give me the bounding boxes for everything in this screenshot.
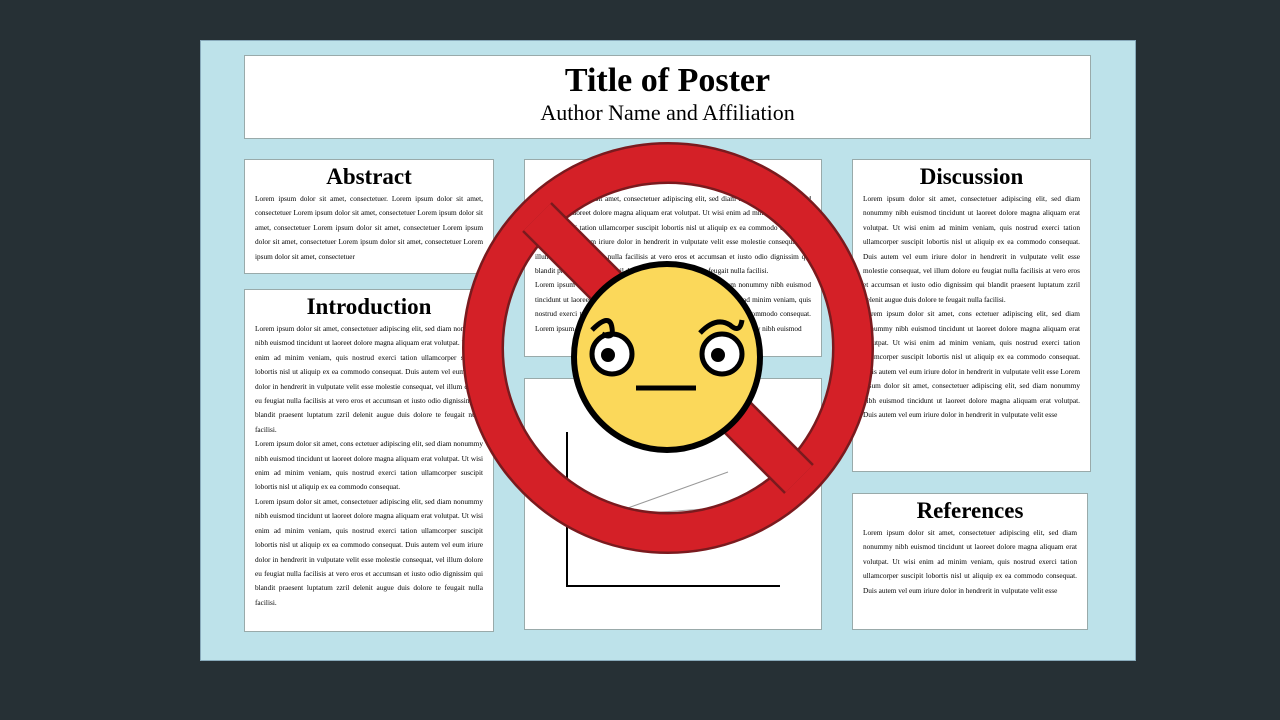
paragraph: Lorem ipsum dolor sit amet, cons ectetue… xyxy=(863,309,1080,420)
paragraph: Lorem ipsum dolor sit amet, consectetuer… xyxy=(255,194,483,261)
paragraph: Lorem ipsum dolor sit amet, consectetuer… xyxy=(255,496,483,607)
section-heading: Abstract xyxy=(326,164,412,189)
paragraph: Lorem ipsum dolor sit amet, consectetuer… xyxy=(863,194,1080,304)
title-box: Title of Poster Author Name and Affiliat… xyxy=(244,55,1091,139)
paragraph: Lorem ipsum dolor sit amet, consectetuer… xyxy=(863,528,1077,595)
section-heading: References xyxy=(916,498,1024,523)
introduction-box: Introduction Lorem ipsum dolor sit amet,… xyxy=(244,289,494,632)
paragraph: Lorem ipsum dolor sit amet, consectetuer… xyxy=(255,324,483,434)
section-heading: Discussion xyxy=(919,164,1024,189)
face xyxy=(571,261,763,453)
section-heading: Introduction xyxy=(306,294,432,319)
discussion-box: Discussion Lorem ipsum dolor sit amet, c… xyxy=(852,159,1091,472)
references-box: References Lorem ipsum dolor sit amet, c… xyxy=(852,493,1088,630)
poster-title: Title of Poster xyxy=(564,62,771,99)
poster-author: Author Name and Affiliation xyxy=(540,100,795,125)
paragraph: Lorem ipsum dolor sit amet, cons ectetue… xyxy=(255,439,483,492)
abstract-box: Abstract Lorem ipsum dolor sit amet, con… xyxy=(244,159,494,274)
